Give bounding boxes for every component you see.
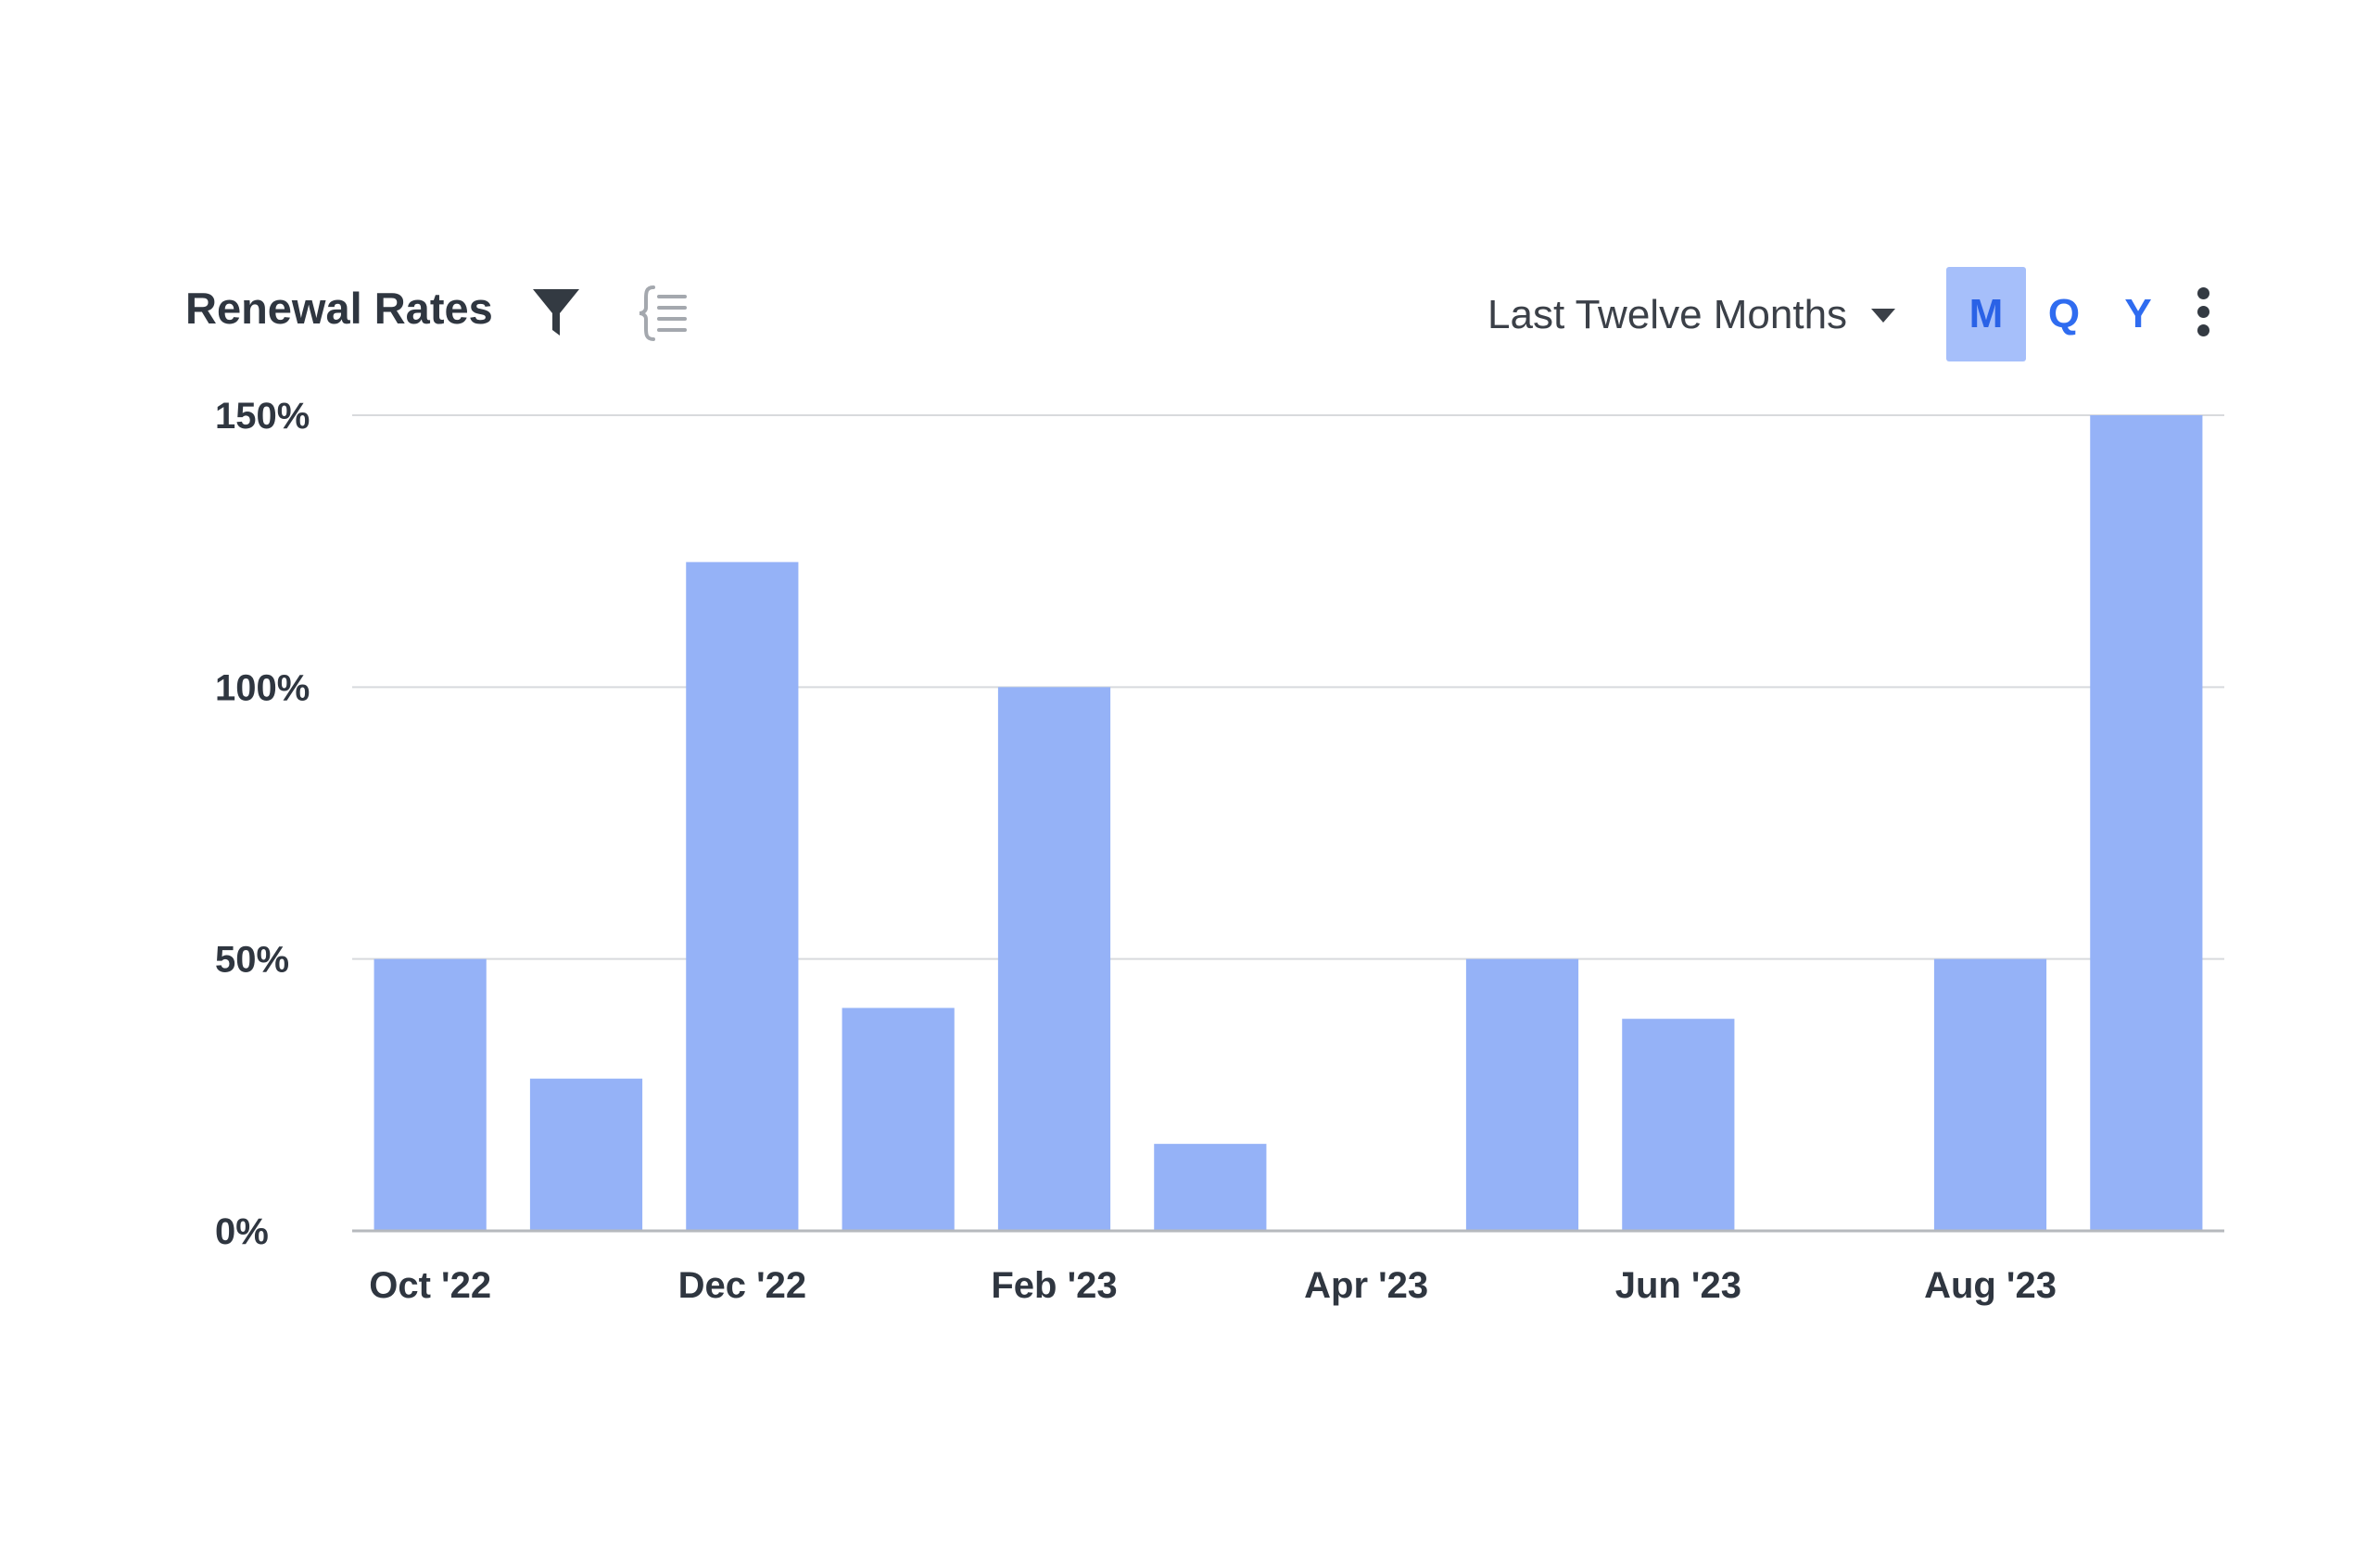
x-tick-label: Apr '23 xyxy=(1304,1265,1428,1306)
date-range-dropdown[interactable]: Last Twelve Months xyxy=(1488,283,1896,348)
x-tick-label: Aug '23 xyxy=(1924,1265,2057,1306)
x-tick-label: Dec '22 xyxy=(678,1265,807,1306)
bar[interactable] xyxy=(373,958,487,1231)
period-button-year[interactable]: Y xyxy=(2124,291,2152,336)
bars xyxy=(373,415,2203,1231)
x-tick-label: Feb '23 xyxy=(991,1265,1117,1306)
y-tick-label: 50% xyxy=(215,940,289,981)
y-tick-label: 150% xyxy=(215,396,310,437)
y-tick-label: 0% xyxy=(215,1211,269,1252)
filter-funnel-icon[interactable] xyxy=(531,287,581,339)
period-button-quarter[interactable]: Q xyxy=(2047,291,2081,336)
legend-list-icon[interactable] xyxy=(637,284,689,343)
period-button-month[interactable]: M xyxy=(1946,267,2026,361)
grid-lines xyxy=(352,414,2224,960)
bar[interactable] xyxy=(1622,1019,1735,1231)
x-axis-labels: Oct '22 Dec '22 Feb '23 Apr '23 Jun '23 Aug '… xyxy=(369,1265,2057,1306)
bar[interactable] xyxy=(842,1007,955,1231)
caret-down-icon xyxy=(1871,308,1896,323)
y-tick-label: 100% xyxy=(215,667,310,708)
date-range-label: Last Twelve Months xyxy=(1488,292,1848,337)
bar[interactable] xyxy=(2090,415,2203,1231)
bar[interactable] xyxy=(1933,958,2047,1231)
bar[interactable] xyxy=(686,562,799,1231)
bar[interactable] xyxy=(1154,1144,1267,1231)
bar[interactable] xyxy=(1465,958,1579,1231)
x-tick-label: Oct '22 xyxy=(369,1265,491,1306)
bar[interactable] xyxy=(997,687,1111,1231)
y-axis-labels: 0% 50% 100% 150% xyxy=(215,396,310,1252)
chart-title: Renewal Rates xyxy=(185,284,493,333)
bar[interactable] xyxy=(529,1078,643,1231)
more-vertical-icon[interactable] xyxy=(2193,287,2213,339)
x-tick-label: Jun '23 xyxy=(1615,1265,1741,1306)
